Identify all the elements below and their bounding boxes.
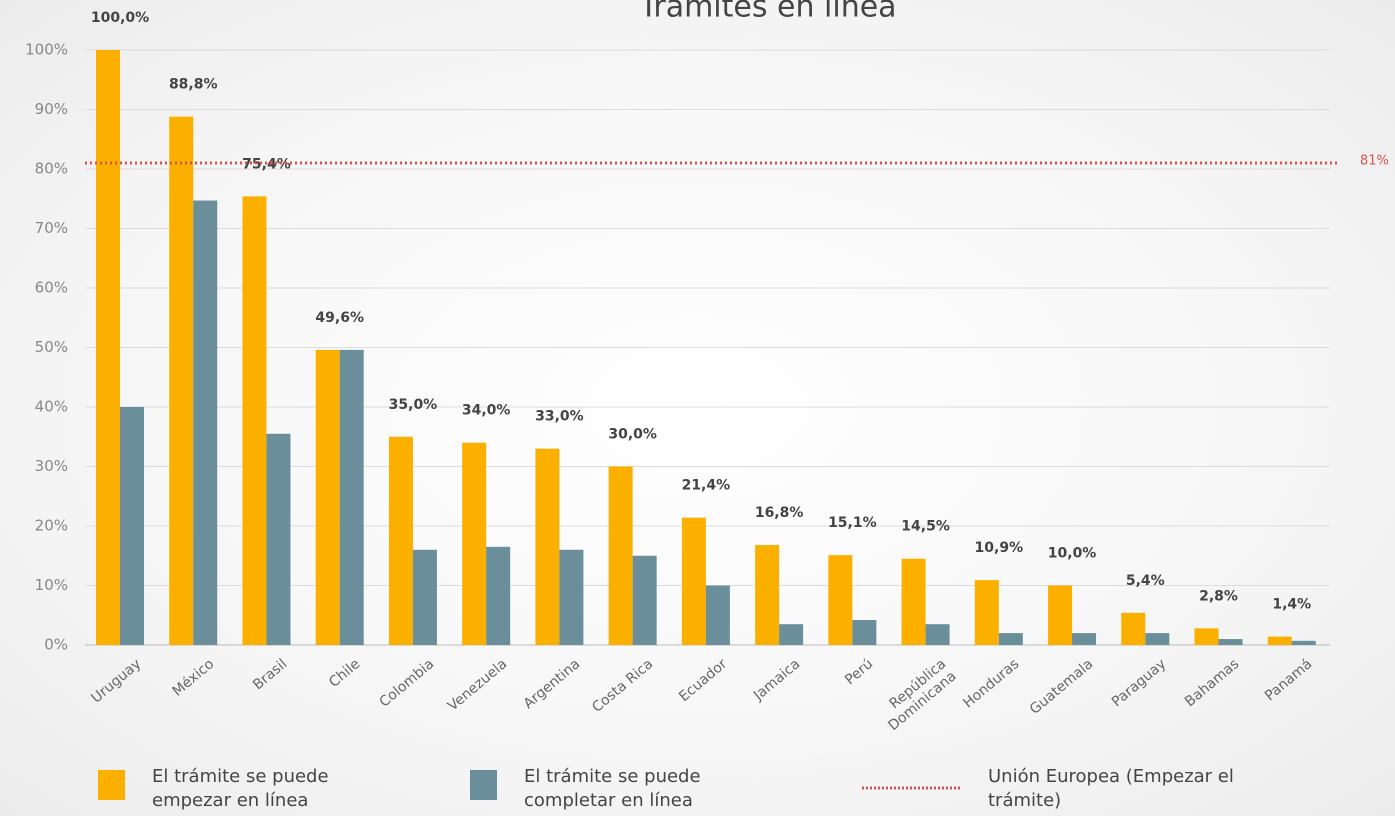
bar (828, 555, 853, 645)
data-label: 14,5% (901, 519, 950, 535)
bar (681, 517, 706, 645)
data-label: 10,0% (1048, 546, 1097, 562)
y-tick-label: 100% (25, 41, 68, 59)
bar (315, 349, 340, 645)
y-tick-label: 80% (35, 160, 68, 178)
y-tick-label: 40% (35, 398, 68, 416)
bar (998, 633, 1023, 645)
bar (1267, 636, 1292, 645)
legend-swatch (98, 770, 125, 800)
bar (705, 585, 730, 645)
y-tick-label: 60% (35, 279, 68, 297)
legend-label: El trámite se puede completar en línea (524, 766, 701, 811)
bar (755, 545, 780, 645)
bar (169, 116, 194, 645)
y-tick-label: 70% (35, 219, 68, 237)
y-tick-label: 30% (35, 457, 68, 475)
bar (901, 558, 926, 645)
bar (486, 546, 511, 645)
data-label: 34,0% (462, 403, 511, 419)
bar (388, 436, 413, 645)
data-label: 88,8% (169, 77, 218, 93)
data-label: 35,0% (389, 397, 438, 413)
bar (193, 200, 218, 645)
reference-label: 81% (1360, 154, 1389, 169)
bar (1048, 585, 1073, 645)
bar (779, 624, 804, 645)
bar (1072, 633, 1097, 645)
data-label: 30,0% (608, 427, 657, 443)
bar (852, 620, 877, 645)
data-label: 21,4% (682, 478, 731, 494)
y-tick-label: 90% (35, 100, 68, 118)
bar (1121, 612, 1146, 645)
legend-swatch (470, 770, 497, 800)
bar (242, 196, 267, 645)
data-label: 16,8% (755, 505, 804, 521)
data-label: 5,4% (1126, 573, 1165, 589)
bar (1291, 640, 1316, 645)
y-tick-label: 0% (44, 636, 68, 654)
bar (559, 549, 584, 645)
y-tick-label: 10% (35, 576, 68, 594)
legend-label: Unión Europea (Empezar el trámite) (988, 766, 1234, 811)
data-label: 49,6% (315, 310, 364, 326)
bar (339, 349, 364, 645)
bar (608, 466, 633, 645)
y-tick-label: 50% (35, 338, 68, 356)
data-label: 10,9% (975, 540, 1024, 556)
bar (974, 580, 999, 645)
bar (412, 549, 437, 645)
legend-label: El trámite se puede empezar en línea (152, 766, 329, 811)
chart-title: Trámites en línea (638, 0, 896, 25)
bar (1194, 628, 1219, 645)
bar (462, 442, 487, 645)
data-label: 1,4% (1272, 597, 1311, 613)
data-label: 33,0% (535, 409, 584, 425)
data-label: 2,8% (1199, 588, 1238, 604)
bar (535, 448, 560, 645)
bar (925, 624, 950, 645)
data-label: 15,1% (828, 515, 877, 531)
bar (1145, 633, 1170, 645)
bar (120, 407, 144, 645)
bar (632, 555, 657, 645)
data-label: 100,0% (91, 10, 149, 26)
bar (266, 433, 291, 645)
bar (1218, 639, 1243, 645)
bar (96, 50, 120, 645)
y-tick-label: 20% (35, 517, 68, 535)
